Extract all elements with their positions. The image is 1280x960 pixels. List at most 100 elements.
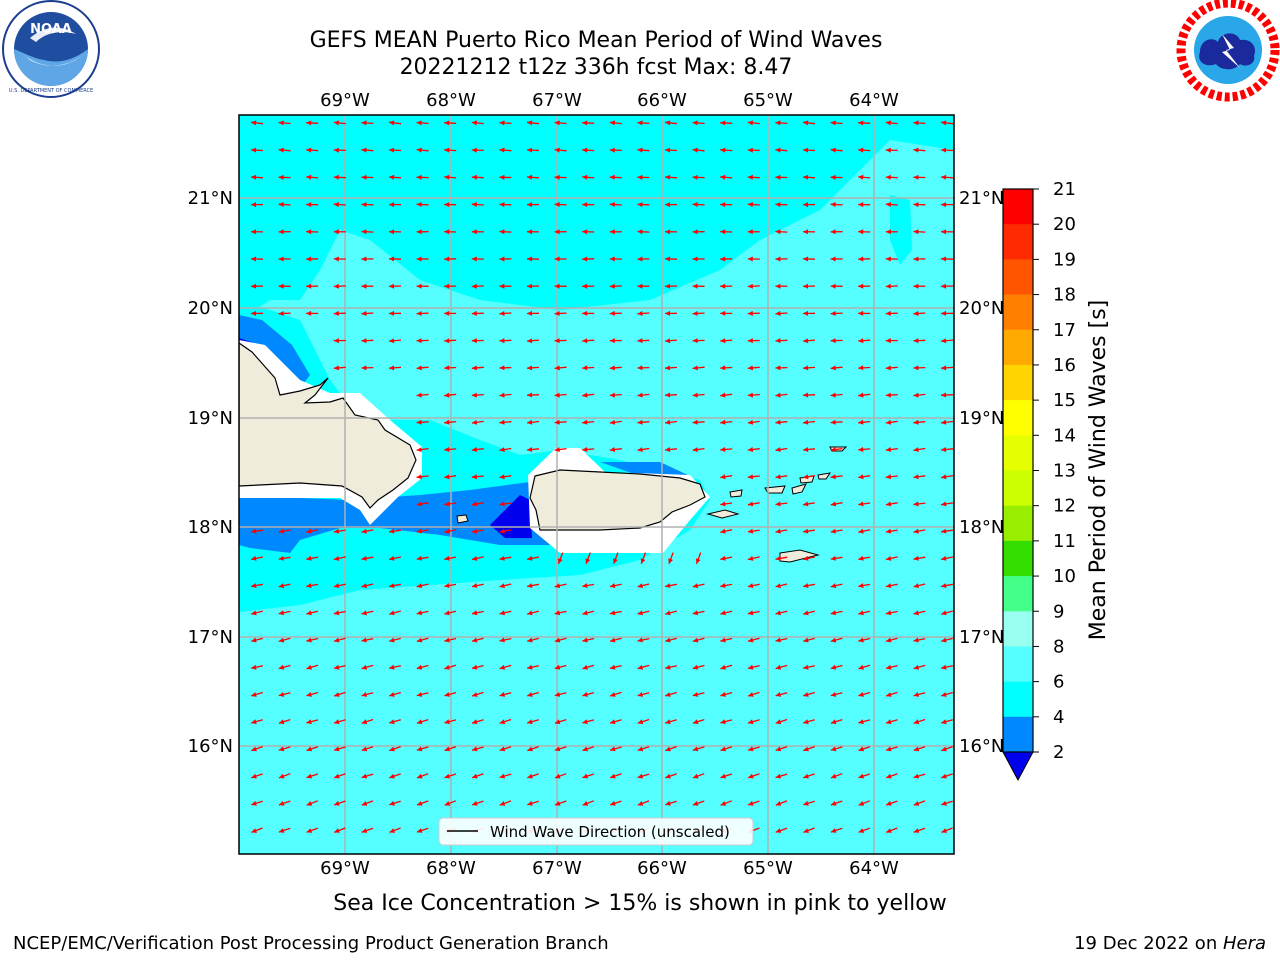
wind-wave-arrowhead [278, 555, 284, 561]
wind-wave-arrowhead [858, 310, 864, 316]
lon-label-bottom: 64°W [849, 858, 899, 879]
wind-wave-arrowhead [278, 637, 285, 643]
wind-wave-arrowhead [803, 392, 809, 398]
footer-credit: NCEP/EMC/Verification Post Processing Pr… [13, 933, 609, 954]
lat-label-right: 21°N [959, 188, 1004, 209]
wind-wave-arrowhead [775, 419, 781, 425]
wind-wave-arrowhead [471, 365, 477, 371]
noaa-logo: NOAA U.S. DEPARTMENT OF COMMERCE [2, 0, 100, 98]
wind-wave-arrowhead [554, 637, 561, 643]
wind-wave-arrowhead [692, 419, 698, 425]
wind-wave-arrowhead [416, 664, 423, 670]
wind-wave-arrowhead [775, 283, 781, 289]
wind-wave-arrowhead [555, 773, 561, 779]
wind-wave-arrowhead [885, 229, 891, 235]
wind-wave-arrowhead [913, 311, 919, 316]
wind-wave-arrowhead [692, 229, 698, 235]
wind-wave-arrowhead [830, 365, 836, 371]
wind-wave-arrowhead [361, 229, 367, 235]
wind-wave-arrowhead [803, 719, 809, 725]
wind-wave-arrowhead [251, 773, 257, 779]
wind-wave-arrowhead [527, 746, 533, 752]
wind-wave-arrowhead [748, 637, 754, 643]
colorbar-block [1003, 716, 1033, 753]
wind-wave-arrowhead [527, 365, 533, 371]
wind-wave-arrowhead [582, 637, 588, 643]
colorbar-block [1003, 189, 1033, 225]
colorbar-tick-label: 12 [1053, 496, 1076, 517]
wind-wave-arrowhead [416, 501, 423, 507]
lat-label-left: 20°N [188, 298, 233, 319]
wind-wave-arrowhead [499, 610, 505, 616]
wind-wave-arrowhead [416, 447, 422, 452]
wind-wave-arrowhead [334, 719, 340, 725]
wind-wave-arrowhead [527, 719, 533, 725]
wind-wave-arrowhead [885, 338, 891, 344]
wind-wave-arrowhead [637, 773, 644, 779]
wind-wave-arrowhead [775, 174, 781, 180]
wind-wave-arrowhead [748, 773, 754, 779]
wind-wave-arrowhead [720, 283, 726, 289]
period-region-4-6-north [239, 115, 954, 320]
wind-wave-arrowhead [389, 256, 395, 262]
wind-wave-arrowhead [278, 120, 284, 126]
wind-wave-arrowhead [941, 719, 947, 725]
colorbar-tick-label: 6 [1053, 672, 1064, 693]
wind-wave-arrowhead [585, 558, 591, 564]
wind-wave-arrowhead [554, 120, 560, 126]
wind-wave-arrowhead [830, 392, 836, 398]
colorbar: 21 20 19 18 17 16 15 14 13 12 11 10 9 8 6 4 2 Mean Perio… [1002, 179, 1111, 782]
wind-wave-arrowhead [830, 746, 837, 752]
wind-wave-arrowhead [251, 583, 257, 588]
wind-wave-arrowhead [582, 419, 588, 425]
colorbar-tick-label: 15 [1053, 390, 1076, 411]
wind-wave-arrowhead [775, 365, 781, 371]
wind-wave-arrowhead [278, 229, 284, 235]
wind-wave-arrowhead [444, 528, 450, 534]
wind-wave-arrowhead [747, 501, 754, 507]
lon-label-top: 65°W [743, 90, 793, 111]
wind-wave-arrowhead [941, 583, 947, 588]
wind-wave-arrowhead [361, 664, 368, 670]
wind-wave-arrowhead [858, 338, 864, 344]
wind-wave-arrowhead [361, 719, 368, 725]
wind-wave-arrowhead [665, 719, 671, 725]
colorbar-block [1003, 400, 1033, 436]
wind-wave-arrowhead [278, 610, 285, 616]
wind-wave-arrowhead [609, 392, 615, 398]
lat-label-right: 16°N [959, 736, 1004, 757]
wind-wave-arrowhead [609, 283, 615, 289]
wind-wave-arrowhead [692, 283, 698, 289]
wind-wave-arrowhead [941, 174, 947, 180]
lon-label-bottom: 67°W [532, 858, 582, 879]
wind-wave-arrowhead [941, 120, 947, 126]
wind-wave-arrowhead [913, 392, 919, 398]
wind-wave-arrowhead [941, 692, 947, 697]
wind-wave-arrowhead [941, 637, 947, 643]
wind-wave-arrowhead [830, 828, 837, 833]
wind-wave-arrowhead [361, 583, 367, 589]
wind-wave-arrowhead [389, 310, 394, 316]
wind-wave-arrowhead [665, 583, 671, 588]
wind-wave-arrowhead [720, 229, 726, 235]
wind-wave-arrowhead [693, 773, 699, 779]
wind-wave-arrowhead [306, 310, 312, 316]
wind-wave-arrowhead [775, 392, 781, 398]
wind-wave-arrowhead [416, 610, 423, 616]
wind-wave-arrowhead [334, 773, 340, 779]
wind-wave-arrowhead [333, 556, 340, 561]
lat-label-right: 18°N [959, 517, 1004, 538]
wind-wave-arrowhead [720, 392, 726, 398]
wind-wave-arrowhead [803, 664, 809, 670]
wind-wave-arrowhead [334, 664, 340, 670]
wind-wave-arrowhead [941, 447, 947, 452]
wind-wave-arrowhead [941, 256, 947, 262]
wind-wave-arrowhead [913, 555, 919, 561]
wind-wave-arrowhead [885, 174, 891, 180]
wind-wave-arrowhead [278, 202, 284, 207]
wind-wave-arrowhead [333, 583, 340, 588]
wind-wave-arrowhead [527, 447, 533, 452]
wind-wave-arrowhead [361, 202, 367, 208]
wind-wave-arrowhead [582, 773, 588, 779]
wind-wave-arrowhead [306, 637, 312, 643]
